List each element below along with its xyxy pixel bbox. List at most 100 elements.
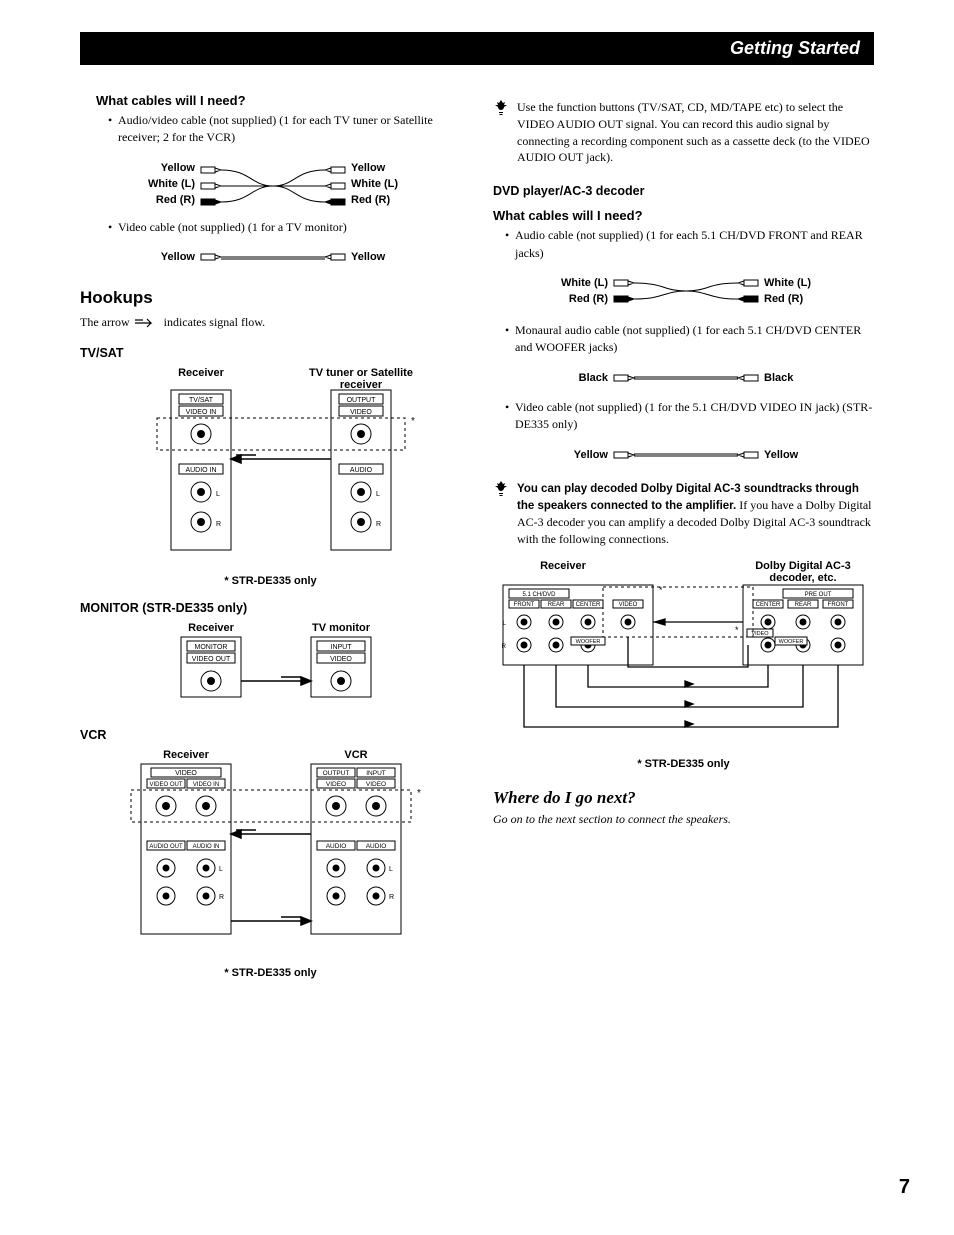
right-column: Use the function buttons (TV/SAT, CD, MD… bbox=[493, 93, 874, 979]
dvd-heading: DVD player/AC-3 decoder bbox=[493, 184, 874, 198]
tvsat-rx-title: Receiver bbox=[178, 367, 225, 379]
svg-text:INPUT: INPUT bbox=[366, 770, 386, 777]
ac3-diagram: Receiver Dolby Digital AC-3 decoder, etc… bbox=[493, 557, 873, 747]
cables-heading-right: What cables will I need? bbox=[493, 208, 874, 223]
tvsat-heading: TV/SAT bbox=[80, 346, 461, 360]
svg-text:MONITOR: MONITOR bbox=[194, 644, 227, 651]
svg-text:L: L bbox=[216, 491, 220, 498]
vcr-title: VCR bbox=[344, 749, 367, 761]
left-bullet-2: Video cable (not supplied) (1 for a TV m… bbox=[108, 219, 461, 236]
ac3-dec: Dolby Digital AC-3 bbox=[755, 560, 851, 572]
right-bullet-1: Audio cable (not supplied) (1 for each 5… bbox=[505, 227, 874, 262]
svg-text:R: R bbox=[216, 521, 221, 528]
vcr-note: * STR-DE335 only bbox=[80, 967, 461, 979]
hookups-heading: Hookups bbox=[80, 288, 461, 308]
svg-text:VIDEO: VIDEO bbox=[350, 409, 372, 416]
svg-text:Red (R): Red (R) bbox=[764, 293, 803, 305]
svg-text:FRONT: FRONT bbox=[828, 602, 849, 608]
svg-text:FRONT: FRONT bbox=[514, 602, 535, 608]
svg-text:Black: Black bbox=[764, 372, 794, 384]
svg-text:VIDEO: VIDEO bbox=[751, 631, 769, 637]
next-heading: Where do I go next? bbox=[493, 788, 874, 808]
svg-text:R: R bbox=[389, 894, 394, 901]
right-bullet-3: Video cable (not supplied) (1 for the 5.… bbox=[505, 399, 874, 434]
signal-flow-text: The arrow indicates signal flow. bbox=[80, 314, 461, 331]
svg-text:AUDIO: AUDIO bbox=[325, 843, 346, 850]
svg-text:AUDIO: AUDIO bbox=[349, 467, 372, 474]
svg-text:REAR: REAR bbox=[548, 602, 565, 608]
tip1-text: Use the function buttons (TV/SAT, CD, MD… bbox=[517, 99, 874, 166]
content-columns: What cables will I need? Audio/video cab… bbox=[80, 93, 874, 979]
tvsat-tuner-title2: receiver bbox=[339, 379, 382, 391]
svg-text:R: R bbox=[219, 894, 224, 901]
tvsat-tuner-title: TV tuner or Satellite bbox=[309, 367, 413, 379]
svg-text:*: * bbox=[417, 788, 421, 799]
svg-text:OUTPUT: OUTPUT bbox=[346, 397, 376, 404]
svg-text:VIDEO IN: VIDEO IN bbox=[192, 782, 218, 788]
svg-text:Yellow: Yellow bbox=[573, 449, 608, 461]
monitor-heading: MONITOR (STR-DE335 only) bbox=[80, 601, 461, 615]
svg-text:VIDEO: VIDEO bbox=[175, 770, 197, 777]
monitor-diagram: Receiver TV monitor MONITOR VIDEO OUT IN… bbox=[131, 619, 411, 709]
av-left-yellow: Yellow bbox=[160, 162, 195, 174]
svg-text:OUTPUT: OUTPUT bbox=[322, 770, 349, 777]
lightbulb-icon-2 bbox=[493, 480, 511, 548]
cables-heading-left: What cables will I need? bbox=[96, 93, 461, 108]
video-cable-diagram-right: Yellow Yellow bbox=[534, 444, 834, 466]
svg-text:WOOFER: WOOFER bbox=[779, 639, 804, 645]
vcr-heading: VCR bbox=[80, 728, 461, 742]
svg-text:CENTER: CENTER bbox=[756, 602, 781, 608]
svg-text:R: R bbox=[376, 521, 381, 528]
svg-text:L: L bbox=[389, 866, 393, 873]
ac3-rx: Receiver bbox=[540, 560, 587, 572]
lightbulb-icon bbox=[493, 99, 511, 166]
svg-text:R: R bbox=[502, 644, 507, 650]
page-number: 7 bbox=[899, 1176, 910, 1199]
svg-text:VIDEO OUT: VIDEO OUT bbox=[149, 782, 182, 788]
svg-text:White (L): White (L) bbox=[560, 277, 607, 289]
svg-text:*: * bbox=[411, 416, 415, 427]
svg-text:5.1 CH/DVD: 5.1 CH/DVD bbox=[522, 592, 556, 598]
next-body: Go on to the next section to connect the… bbox=[493, 812, 874, 827]
svg-text:VIDEO IN: VIDEO IN bbox=[185, 409, 216, 416]
video-cable-diagram-left: Yellow Yellow bbox=[121, 246, 421, 270]
av-left-white: White (L) bbox=[147, 178, 194, 190]
svg-text:INPUT: INPUT bbox=[330, 644, 352, 651]
right-bullet-2: Monaural audio cable (not supplied) (1 f… bbox=[505, 322, 874, 357]
vcr-diagram: Receiver VCR VIDEO VIDEO OUT VIDEO IN AU… bbox=[101, 746, 441, 956]
svg-text:VIDEO OUT: VIDEO OUT bbox=[191, 656, 230, 663]
svg-text:VIDEO: VIDEO bbox=[619, 602, 638, 608]
mon-tv: TV monitor bbox=[311, 622, 370, 634]
svg-text:REAR: REAR bbox=[795, 602, 812, 608]
av-left-red: Red (R) bbox=[155, 194, 194, 206]
av-right-white: White (L) bbox=[351, 178, 398, 190]
svg-text:AUDIO: AUDIO bbox=[365, 843, 386, 850]
svg-text:Red (R): Red (R) bbox=[568, 293, 607, 305]
tvsat-note: * STR-DE335 only bbox=[80, 575, 461, 587]
tip-2: You can play decoded Dolby Digital AC-3 … bbox=[493, 480, 874, 548]
svg-text:White (L): White (L) bbox=[764, 277, 811, 289]
svg-text:*: * bbox=[659, 585, 663, 595]
svg-text:CENTER: CENTER bbox=[576, 602, 601, 608]
av-right-yellow: Yellow bbox=[351, 162, 386, 174]
av-right-red: Red (R) bbox=[351, 194, 390, 206]
signal-flow-post: indicates signal flow. bbox=[164, 315, 266, 329]
tvsat-diagram: Receiver TV tuner or Satellite receiver … bbox=[111, 364, 431, 564]
svg-text:AUDIO IN: AUDIO IN bbox=[185, 467, 216, 474]
svg-text:VIDEO: VIDEO bbox=[325, 781, 345, 788]
av-cable-diagram: Yellow White (L) Red (R) Yellow White (L… bbox=[121, 157, 421, 213]
svg-text:PRE OUT: PRE OUT bbox=[805, 592, 832, 598]
audio-cable-diagram: White (L) Red (R) White (L) Red (R) bbox=[534, 272, 834, 312]
svg-text:*: * bbox=[735, 625, 739, 635]
tip-1: Use the function buttons (TV/SAT, CD, MD… bbox=[493, 99, 874, 166]
svg-text:AUDIO OUT: AUDIO OUT bbox=[149, 844, 183, 850]
tip2-body: You can play decoded Dolby Digital AC-3 … bbox=[517, 480, 874, 548]
svg-text:WOOFER: WOOFER bbox=[576, 639, 601, 645]
vc-left: Yellow bbox=[160, 251, 195, 263]
header-bar: Getting Started bbox=[80, 32, 874, 65]
signal-flow-pre: The arrow bbox=[80, 315, 133, 329]
svg-text:VIDEO: VIDEO bbox=[365, 781, 385, 788]
svg-text:Yellow: Yellow bbox=[764, 449, 799, 461]
svg-text:VIDEO: VIDEO bbox=[330, 656, 352, 663]
svg-text:Black: Black bbox=[578, 372, 608, 384]
